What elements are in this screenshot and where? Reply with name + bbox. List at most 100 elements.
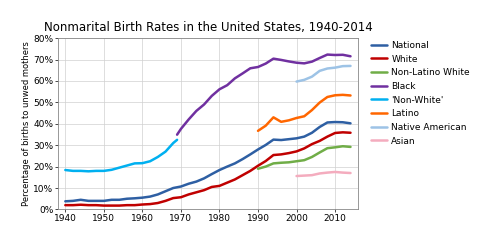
Black <box>178 128 184 130</box>
Black <box>209 94 215 97</box>
Latino <box>317 101 323 104</box>
'Non-White' <box>86 170 92 173</box>
Black <box>324 53 330 56</box>
Black <box>263 62 269 65</box>
White <box>255 164 261 167</box>
Black <box>271 57 277 60</box>
Black <box>193 109 199 112</box>
White <box>286 152 292 154</box>
White <box>170 197 176 199</box>
Black <box>332 54 338 56</box>
Asian <box>294 175 300 178</box>
National <box>324 121 330 124</box>
White <box>209 186 215 188</box>
Asian <box>332 170 338 173</box>
White <box>247 169 254 172</box>
Legend: National, White, Non-Latino White, Black, 'Non-White', Latino, Native American, : National, White, Non-Latino White, Black… <box>369 39 472 148</box>
Black <box>232 77 238 80</box>
National <box>109 198 115 201</box>
'Non-White' <box>78 169 84 172</box>
National <box>93 199 99 202</box>
White <box>309 143 315 145</box>
National <box>70 199 76 202</box>
Non-Latino White <box>278 161 284 164</box>
Native American <box>301 79 307 81</box>
Black <box>201 103 207 106</box>
National <box>201 177 207 180</box>
Asian <box>309 174 315 177</box>
National <box>271 138 277 141</box>
Black <box>317 57 323 60</box>
Native American <box>348 64 354 67</box>
White <box>201 189 207 192</box>
White <box>193 191 199 194</box>
Native American <box>324 67 330 70</box>
Non-Latino White <box>348 145 354 148</box>
Black <box>294 61 300 64</box>
Line: Asian: Asian <box>297 172 351 176</box>
Non-Latino White <box>286 161 292 164</box>
National <box>239 158 245 161</box>
'Non-White' <box>62 169 68 171</box>
'Non-White' <box>139 162 145 165</box>
National <box>340 121 346 124</box>
White <box>263 160 269 163</box>
Non-Latino White <box>271 162 277 165</box>
Latino <box>294 117 300 119</box>
'Non-White' <box>162 150 168 153</box>
Title: Nonmarital Birth Rates in the United States, 1940-2014: Nonmarital Birth Rates in the United Sta… <box>44 21 372 34</box>
Black <box>348 55 354 58</box>
Asian <box>348 172 354 174</box>
'Non-White' <box>116 166 122 169</box>
Black <box>255 66 261 69</box>
National <box>209 173 215 176</box>
Line: National: National <box>65 122 351 201</box>
White <box>78 203 84 206</box>
Black <box>186 118 192 121</box>
'Non-White' <box>132 162 138 165</box>
White <box>232 178 238 181</box>
White <box>301 147 307 150</box>
White <box>62 204 68 207</box>
White <box>178 196 184 199</box>
Native American <box>309 75 315 78</box>
National <box>86 199 92 202</box>
Line: Black: Black <box>177 55 351 135</box>
White <box>116 204 122 207</box>
White <box>216 184 222 187</box>
National <box>147 195 153 198</box>
National <box>216 169 222 171</box>
Non-Latino White <box>340 145 346 148</box>
Latino <box>309 109 315 111</box>
Asian <box>301 174 307 177</box>
Black <box>278 59 284 61</box>
Asian <box>324 171 330 174</box>
'Non-White' <box>170 142 176 144</box>
Non-Latino White <box>294 160 300 163</box>
Native American <box>340 65 346 68</box>
National <box>78 198 84 201</box>
Latino <box>286 119 292 122</box>
National <box>132 197 138 200</box>
National <box>186 182 192 185</box>
Line: White: White <box>65 132 351 206</box>
National <box>232 162 238 165</box>
Native American <box>294 80 300 83</box>
Native American <box>317 69 323 72</box>
National <box>309 131 315 134</box>
National <box>301 135 307 138</box>
National <box>124 197 130 200</box>
Latino <box>271 116 277 119</box>
White <box>332 132 338 134</box>
Non-Latino White <box>263 165 269 168</box>
Latino <box>278 120 284 123</box>
Asian <box>340 171 346 174</box>
White <box>162 199 168 202</box>
Asian <box>317 172 323 175</box>
Black <box>340 53 346 56</box>
National <box>263 144 269 146</box>
White <box>340 131 346 134</box>
'Non-White' <box>124 164 130 167</box>
Latino <box>324 96 330 99</box>
Line: Non-Latino White: Non-Latino White <box>258 146 351 169</box>
